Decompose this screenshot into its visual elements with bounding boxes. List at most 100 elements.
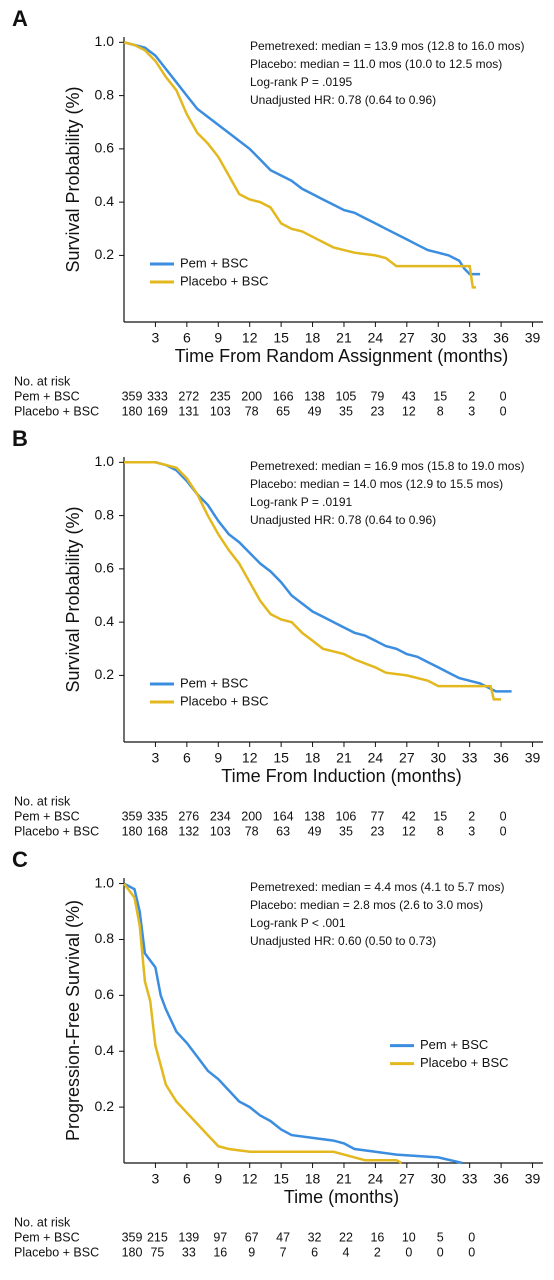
risk-count: 23 [370,404,384,418]
risk-count: 2 [468,809,475,823]
survival-curve [123,41,476,289]
x-tick-label: 12 [242,750,258,766]
risk-count: 180 [122,824,143,838]
risk-count: 8 [437,404,444,418]
survival-curve [124,461,502,701]
risk-count: 138 [304,389,325,403]
x-tick-label: 21 [336,330,352,346]
risk-count: 359 [122,1230,143,1244]
annotation: Placebo: median = 11.0 mos (10.0 to 12.5… [250,57,502,71]
risk-count: 333 [147,389,168,403]
risk-count: 132 [178,824,199,838]
y-tick-label: 1.0 [95,874,115,890]
x-tick-label: 27 [399,1171,415,1187]
risk-count: 139 [178,1230,199,1244]
x-tick-label: 12 [242,330,258,346]
annotation: Log-rank P < .001 [250,916,346,930]
risk-count: 200 [241,389,262,403]
y-tick-label: 0.4 [95,613,115,629]
x-tick-label: 15 [273,330,289,346]
legend-label: Pem + BSC [420,1037,488,1052]
x-tick-label: 39 [525,750,541,766]
risk-count: 200 [241,809,262,823]
x-axis-title: Time (months) [284,1187,399,1207]
risk-count: 15 [433,389,447,403]
risk-count: 10 [402,1230,416,1244]
annotation: Pemetrexed: median = 13.9 mos (12.8 to 1… [250,39,524,53]
x-tick-label: 9 [214,1171,222,1187]
risk-count: 4 [342,1245,349,1259]
risk-count: 79 [370,389,384,403]
risk-count: 0 [500,404,507,418]
risk-row-label: Pem + BSC [14,809,80,823]
risk-count: 234 [210,809,231,823]
risk-count: 103 [210,824,231,838]
risk-count: 75 [150,1245,164,1259]
risk-count: 3 [468,824,475,838]
risk-count: 0 [437,1245,444,1259]
risk-count: 0 [468,1245,475,1259]
x-tick-label: 24 [368,330,384,346]
x-tick-label: 3 [152,330,160,346]
annotation: Unadjusted HR: 0.78 (0.64 to 0.96) [250,93,436,107]
x-tick-label: 36 [493,1171,509,1187]
panel-label: B [12,426,28,451]
risk-count: 215 [147,1230,168,1244]
risk-count: 0 [500,824,507,838]
x-tick-label: 21 [336,750,352,766]
x-tick-label: 18 [305,750,321,766]
risk-count: 272 [178,389,199,403]
x-tick-label: 39 [525,1171,541,1187]
y-axis-title: Survival Probability (%) [63,86,83,272]
risk-table-title: No. at risk [14,794,71,808]
x-tick-label: 18 [305,1171,321,1187]
survival-curve [123,41,481,276]
risk-row-label: Pem + BSC [14,1230,80,1244]
x-tick-label: 12 [242,1171,258,1187]
risk-count: 16 [370,1230,384,1244]
risk-count: 169 [147,404,168,418]
risk-count: 49 [308,824,322,838]
annotation: Placebo: median = 2.8 mos (2.6 to 3.0 mo… [250,898,483,912]
x-tick-label: 36 [493,750,509,766]
x-tick-label: 18 [305,330,321,346]
risk-count: 168 [147,824,168,838]
risk-count: 12 [402,404,416,418]
annotation: Placebo: median = 14.0 mos (12.9 to 15.5… [250,477,503,491]
risk-count: 106 [336,809,357,823]
x-tick-label: 6 [183,1171,191,1187]
risk-table-title: No. at risk [14,374,71,388]
y-axis-title: Survival Probability (%) [63,506,83,692]
risk-count: 2 [374,1245,381,1259]
risk-count: 43 [402,389,416,403]
risk-count: 276 [178,809,199,823]
y-tick-label: 0.6 [95,140,115,156]
risk-count: 0 [405,1245,412,1259]
y-tick-label: 1.0 [95,453,115,469]
x-tick-label: 27 [399,750,415,766]
x-tick-label: 33 [462,330,478,346]
x-tick-label: 30 [430,750,446,766]
risk-count: 131 [178,404,199,418]
risk-row-label: Placebo + BSC [14,404,99,418]
y-tick-label: 0.6 [95,986,115,1002]
legend-label: Pem + BSC [180,675,248,690]
risk-count: 359 [122,389,143,403]
x-tick-label: 3 [152,1171,160,1187]
risk-count: 78 [245,824,259,838]
risk-count: 103 [210,404,231,418]
legend-label: Pem + BSC [180,255,248,270]
x-tick-label: 36 [493,330,509,346]
risk-count: 105 [336,389,357,403]
x-tick-label: 39 [525,330,541,346]
annotation: Log-rank P = .0195 [250,75,353,89]
risk-count: 47 [276,1230,290,1244]
x-tick-label: 3 [152,750,160,766]
risk-row-label: Placebo + BSC [14,1245,99,1259]
y-tick-label: 0.2 [95,1098,115,1114]
risk-count: 180 [122,1245,143,1259]
annotation: Unadjusted HR: 0.60 (0.50 to 0.73) [250,934,436,948]
risk-count: 180 [122,404,143,418]
x-axis-title: Time From Random Assignment (months) [175,346,508,366]
x-tick-label: 33 [462,1171,478,1187]
